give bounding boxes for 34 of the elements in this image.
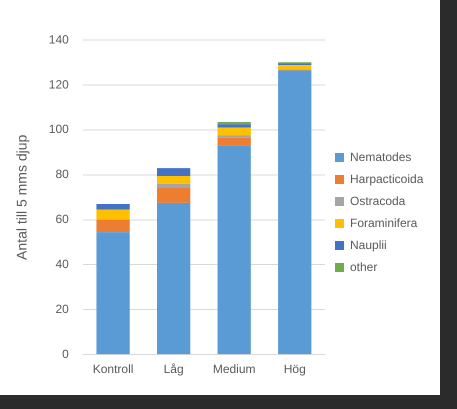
y-axis-title: Antal till 5 mms djup: [13, 134, 30, 260]
x-tick-label: Medium: [212, 362, 256, 376]
y-tick-label: 20: [55, 302, 70, 316]
x-tick-label: Kontroll: [92, 362, 134, 376]
y-tick-label: 80: [55, 167, 70, 182]
legend-label: Nauplii: [350, 238, 387, 252]
x-tick-label: Låg: [164, 362, 184, 376]
bar: [96, 210, 130, 220]
bar: [278, 70, 312, 354]
bar: [96, 204, 130, 210]
bar: [156, 184, 190, 188]
bar: [218, 146, 251, 354]
bar: [278, 65, 312, 70]
bar: [96, 220, 130, 232]
bar: [156, 202, 190, 354]
bar: [218, 138, 251, 146]
x-tick-label: Hög: [284, 362, 306, 376]
bar: [218, 124, 251, 128]
y-tick-label: 0: [62, 346, 70, 361]
y-tick-label: 140: [48, 32, 70, 46]
bar: [156, 187, 190, 203]
legend-label: Harpacticoida: [350, 172, 424, 186]
legend-label: Nematodes: [350, 150, 412, 164]
legend-label: Foraminifera: [350, 216, 418, 230]
bar: [156, 176, 190, 184]
y-tick-label: 60: [55, 212, 70, 226]
legend-label: Ostracoda: [350, 194, 406, 208]
y-tick-label: 40: [55, 257, 70, 272]
y-tick-label: 120: [48, 77, 70, 92]
legend-label: other: [350, 260, 378, 274]
y-tick-label: 100: [48, 122, 70, 136]
bar: [96, 232, 130, 354]
bar: [218, 128, 251, 136]
bar: [156, 168, 190, 176]
